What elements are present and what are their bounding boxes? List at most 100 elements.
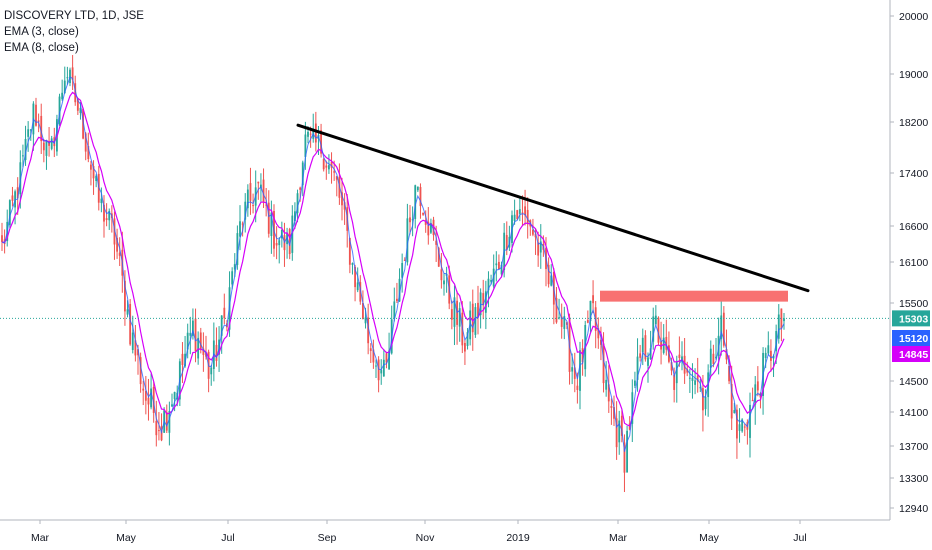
time-tick-label: May — [116, 532, 137, 544]
candle-body — [184, 353, 186, 367]
candle-body — [715, 356, 717, 359]
candle-body — [202, 348, 205, 355]
candle-body — [749, 404, 751, 438]
candle-body — [309, 133, 312, 135]
candle-body — [150, 388, 152, 408]
candle-body — [607, 384, 610, 402]
candle-body — [252, 205, 254, 207]
candle-body — [377, 359, 380, 381]
candle-body — [597, 328, 600, 339]
candle-body — [422, 212, 424, 215]
candle-body — [639, 353, 642, 358]
candle-body — [526, 209, 529, 225]
time-tick-label: Jul — [793, 532, 806, 544]
candle-body — [186, 332, 189, 350]
candle-body — [652, 316, 655, 342]
candle-body — [537, 242, 540, 256]
candle-body — [396, 298, 398, 302]
candle-body — [416, 186, 419, 191]
price-tick-label: 18200 — [899, 117, 928, 129]
candle-body — [398, 278, 401, 302]
candle-body — [430, 222, 432, 233]
candle-body — [730, 384, 733, 419]
candle-body — [246, 189, 249, 209]
candle-body — [681, 356, 683, 362]
price-tick-label: 20000 — [899, 11, 928, 23]
candle-body — [600, 339, 602, 345]
candle-body — [618, 420, 621, 443]
candle-body — [126, 309, 129, 315]
candle-body — [137, 349, 139, 356]
candle-body — [474, 307, 477, 335]
candle-body — [314, 123, 317, 143]
candle-body — [626, 430, 628, 473]
price-tick-label: 14500 — [899, 376, 928, 388]
candle-body — [29, 129, 32, 131]
candle-body — [738, 424, 741, 431]
candle-body — [192, 320, 194, 336]
candle-body — [586, 319, 589, 323]
candle-body — [144, 390, 147, 401]
candle-body — [304, 134, 307, 157]
candle-body — [649, 348, 652, 360]
candle-body — [694, 380, 696, 385]
candle-body — [560, 316, 563, 327]
candle-body — [288, 229, 291, 255]
candle-body — [301, 162, 304, 186]
candle-body — [124, 280, 126, 312]
candle-body — [364, 317, 367, 324]
candle-body — [777, 314, 780, 339]
candle-body — [58, 96, 61, 125]
candle-body — [87, 145, 90, 160]
candle-body — [424, 220, 427, 225]
candle-body — [670, 362, 673, 371]
candle-body — [362, 303, 364, 319]
candle-body — [675, 361, 678, 384]
time-axis: Mar May Jul Sep Nov 2019 Mar May Jul — [0, 519, 890, 544]
price-tick-label: 13300 — [899, 473, 928, 485]
candle-body — [741, 419, 744, 432]
candle-body — [197, 337, 200, 359]
candle-body — [299, 187, 302, 190]
candle-body — [722, 312, 725, 346]
candle-body — [636, 356, 639, 380]
candle-body — [142, 388, 145, 391]
candle-body — [330, 162, 333, 168]
candle-body — [662, 337, 665, 353]
candle-body — [294, 211, 296, 222]
candle-body — [239, 221, 241, 237]
candle-body — [325, 165, 328, 168]
candle-body — [158, 430, 160, 432]
candle-body — [534, 233, 537, 238]
candle-body — [131, 332, 134, 350]
price-tick-label: 12940 — [899, 503, 928, 515]
candle-body — [688, 377, 691, 379]
chart-legend: DISCOVERY LTD, 1D, JSE EMA (3, close) EM… — [4, 8, 144, 56]
candle-body — [602, 343, 605, 384]
candle-body — [532, 229, 534, 235]
ema-lines — [1, 76, 785, 452]
candle-body — [764, 352, 767, 358]
candle-body — [403, 259, 406, 261]
price-tick-label: 17400 — [899, 168, 928, 180]
candle-body — [291, 215, 294, 253]
candle-body — [654, 315, 657, 325]
candle-body — [780, 308, 783, 329]
price-badge-label: 15303 — [899, 313, 928, 325]
candle-body — [108, 210, 111, 221]
trendline — [296, 123, 810, 293]
time-tick-label: May — [699, 532, 720, 544]
ema8-line — [1, 91, 785, 427]
candle-body — [709, 348, 712, 368]
candle-body — [372, 349, 375, 363]
candle-body — [296, 193, 299, 214]
candle-body — [257, 181, 260, 184]
price-tick-label: 13700 — [899, 441, 928, 453]
candle-body — [199, 332, 202, 350]
candle-body — [696, 375, 699, 382]
candle-body — [411, 219, 414, 221]
candle-body — [482, 293, 485, 306]
candle-body — [539, 241, 542, 253]
candle-body — [458, 308, 461, 327]
